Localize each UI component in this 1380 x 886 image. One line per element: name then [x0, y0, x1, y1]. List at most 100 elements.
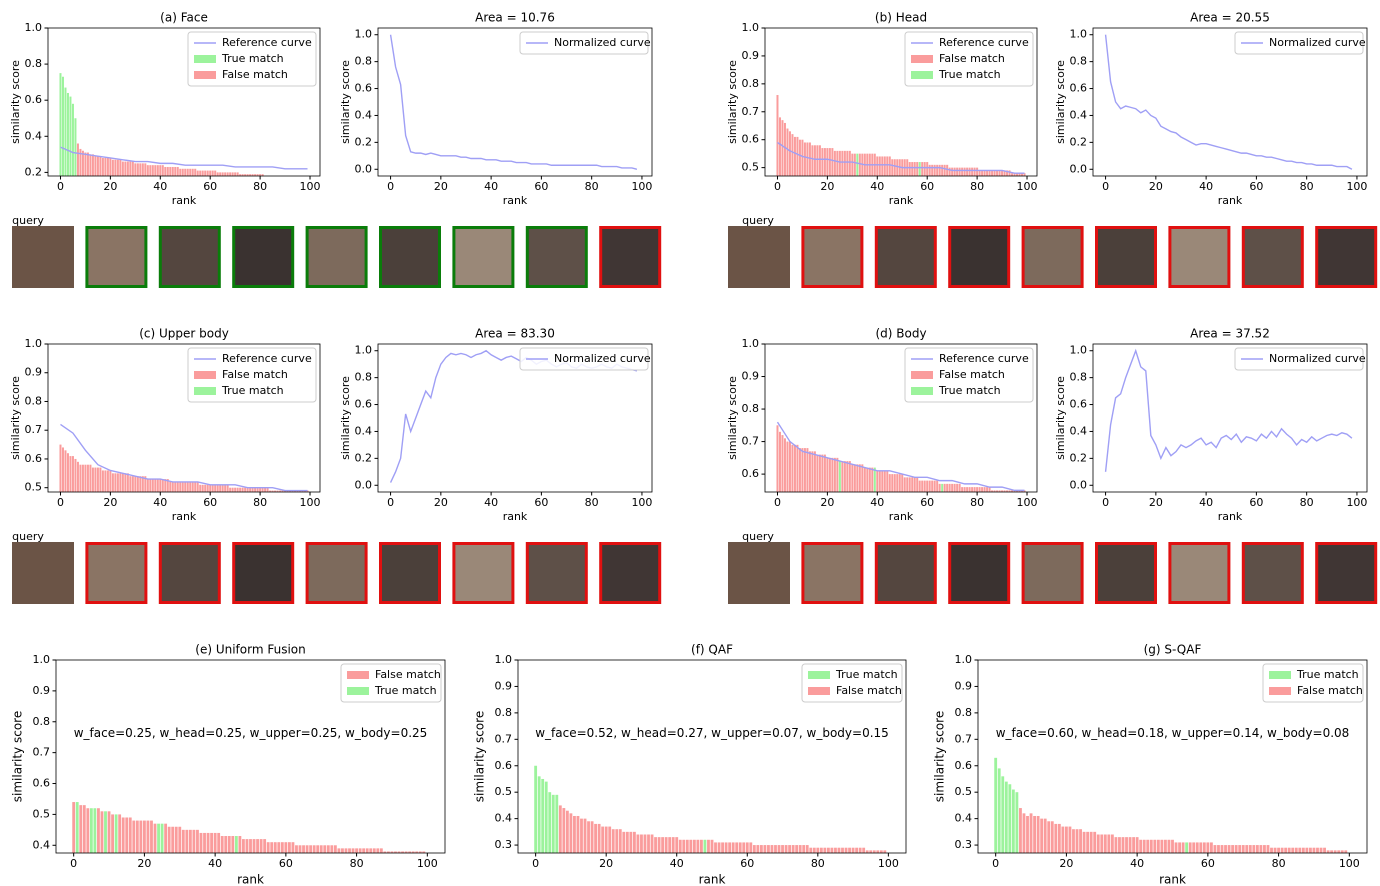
bar [1006, 490, 1009, 492]
bar [1075, 829, 1079, 853]
bar [100, 811, 104, 853]
bar [128, 817, 132, 853]
y-tick-label: 0.7 [742, 105, 760, 118]
result-image [1315, 226, 1378, 288]
x-axis-label: rank [237, 873, 264, 886]
bar [256, 174, 259, 176]
bar [86, 808, 90, 853]
bar [781, 435, 784, 492]
bar [97, 808, 100, 853]
bar [1270, 847, 1273, 853]
x-tick-label: 20 [820, 496, 834, 509]
bar [946, 483, 949, 492]
legend-label: Normalized curve [1269, 36, 1366, 49]
bar [1266, 845, 1270, 853]
bar [217, 832, 221, 853]
bar [973, 167, 976, 176]
bar [259, 174, 262, 176]
x-tick-label: 0 [387, 496, 394, 509]
bar [821, 454, 824, 492]
bar [1047, 821, 1051, 853]
bar [783, 122, 786, 176]
bar [188, 829, 192, 853]
bar [264, 487, 267, 492]
bar [1160, 839, 1164, 853]
bar [204, 170, 207, 176]
x-tick-label: 80 [1272, 857, 1286, 870]
legend-label: False match [836, 684, 902, 697]
bar [931, 480, 934, 492]
bar [309, 845, 313, 853]
bar [788, 845, 792, 853]
y-tick-label: 0.2 [1070, 135, 1088, 148]
bar [855, 847, 859, 853]
bar [675, 837, 679, 853]
x-tick-label: 80 [970, 496, 984, 509]
curve [389, 34, 638, 170]
x-tick-label: 20 [103, 496, 117, 509]
x-tick-label: 80 [1300, 496, 1314, 509]
bar [926, 162, 929, 176]
result-image [232, 226, 295, 288]
result-image [599, 226, 662, 288]
bar [618, 829, 622, 853]
x-tick-label: 40 [208, 857, 222, 870]
bar [231, 836, 235, 853]
bar [404, 851, 408, 853]
bar [330, 845, 334, 853]
bar [888, 156, 891, 176]
bar [129, 161, 132, 176]
bar [106, 470, 109, 492]
bar [71, 456, 74, 492]
bar [337, 848, 341, 853]
bar [802, 845, 806, 853]
y-tick-label: 0.2 [1070, 451, 1088, 464]
bar [1273, 847, 1277, 853]
chart-title: Area = 37.52 [1190, 327, 1270, 341]
bar [632, 831, 636, 853]
bar [149, 165, 152, 176]
x-tick-label: 80 [253, 180, 267, 193]
plot-frame [764, 27, 1038, 177]
bar [941, 164, 944, 176]
bar [971, 167, 974, 176]
bar [196, 481, 199, 492]
y-tick-label: 0.6 [955, 759, 973, 772]
bar [872, 850, 876, 853]
bar [196, 829, 199, 853]
x-tick-label: 0 [1102, 496, 1109, 509]
bar [146, 479, 149, 492]
x-tick-label: 40 [870, 496, 884, 509]
bar [1167, 839, 1171, 853]
bar [806, 448, 809, 492]
bar [643, 834, 647, 853]
bar [171, 166, 174, 176]
result-image [305, 542, 368, 604]
query-image [728, 226, 790, 288]
bar [164, 166, 167, 176]
bar [86, 152, 89, 176]
bar [194, 168, 197, 176]
bar [169, 481, 172, 492]
bar [146, 820, 150, 853]
bar [569, 813, 573, 853]
bar [933, 164, 936, 176]
bar [1326, 850, 1330, 853]
bar [615, 829, 619, 853]
bar [61, 447, 64, 492]
bar [1135, 837, 1139, 853]
bar [692, 839, 696, 853]
bar [798, 448, 801, 492]
y-tick-label: 1.0 [495, 653, 513, 666]
bar [826, 457, 829, 492]
bar [304, 490, 307, 492]
legend-swatch [911, 71, 933, 79]
bar [66, 453, 69, 492]
query-label: query [12, 530, 44, 543]
bar [422, 851, 426, 853]
x-tick-label: 20 [137, 857, 151, 870]
x-tick-label: 20 [103, 180, 117, 193]
y-axis-label: similarity score [339, 60, 352, 144]
bar [878, 156, 881, 176]
bar [896, 159, 899, 176]
